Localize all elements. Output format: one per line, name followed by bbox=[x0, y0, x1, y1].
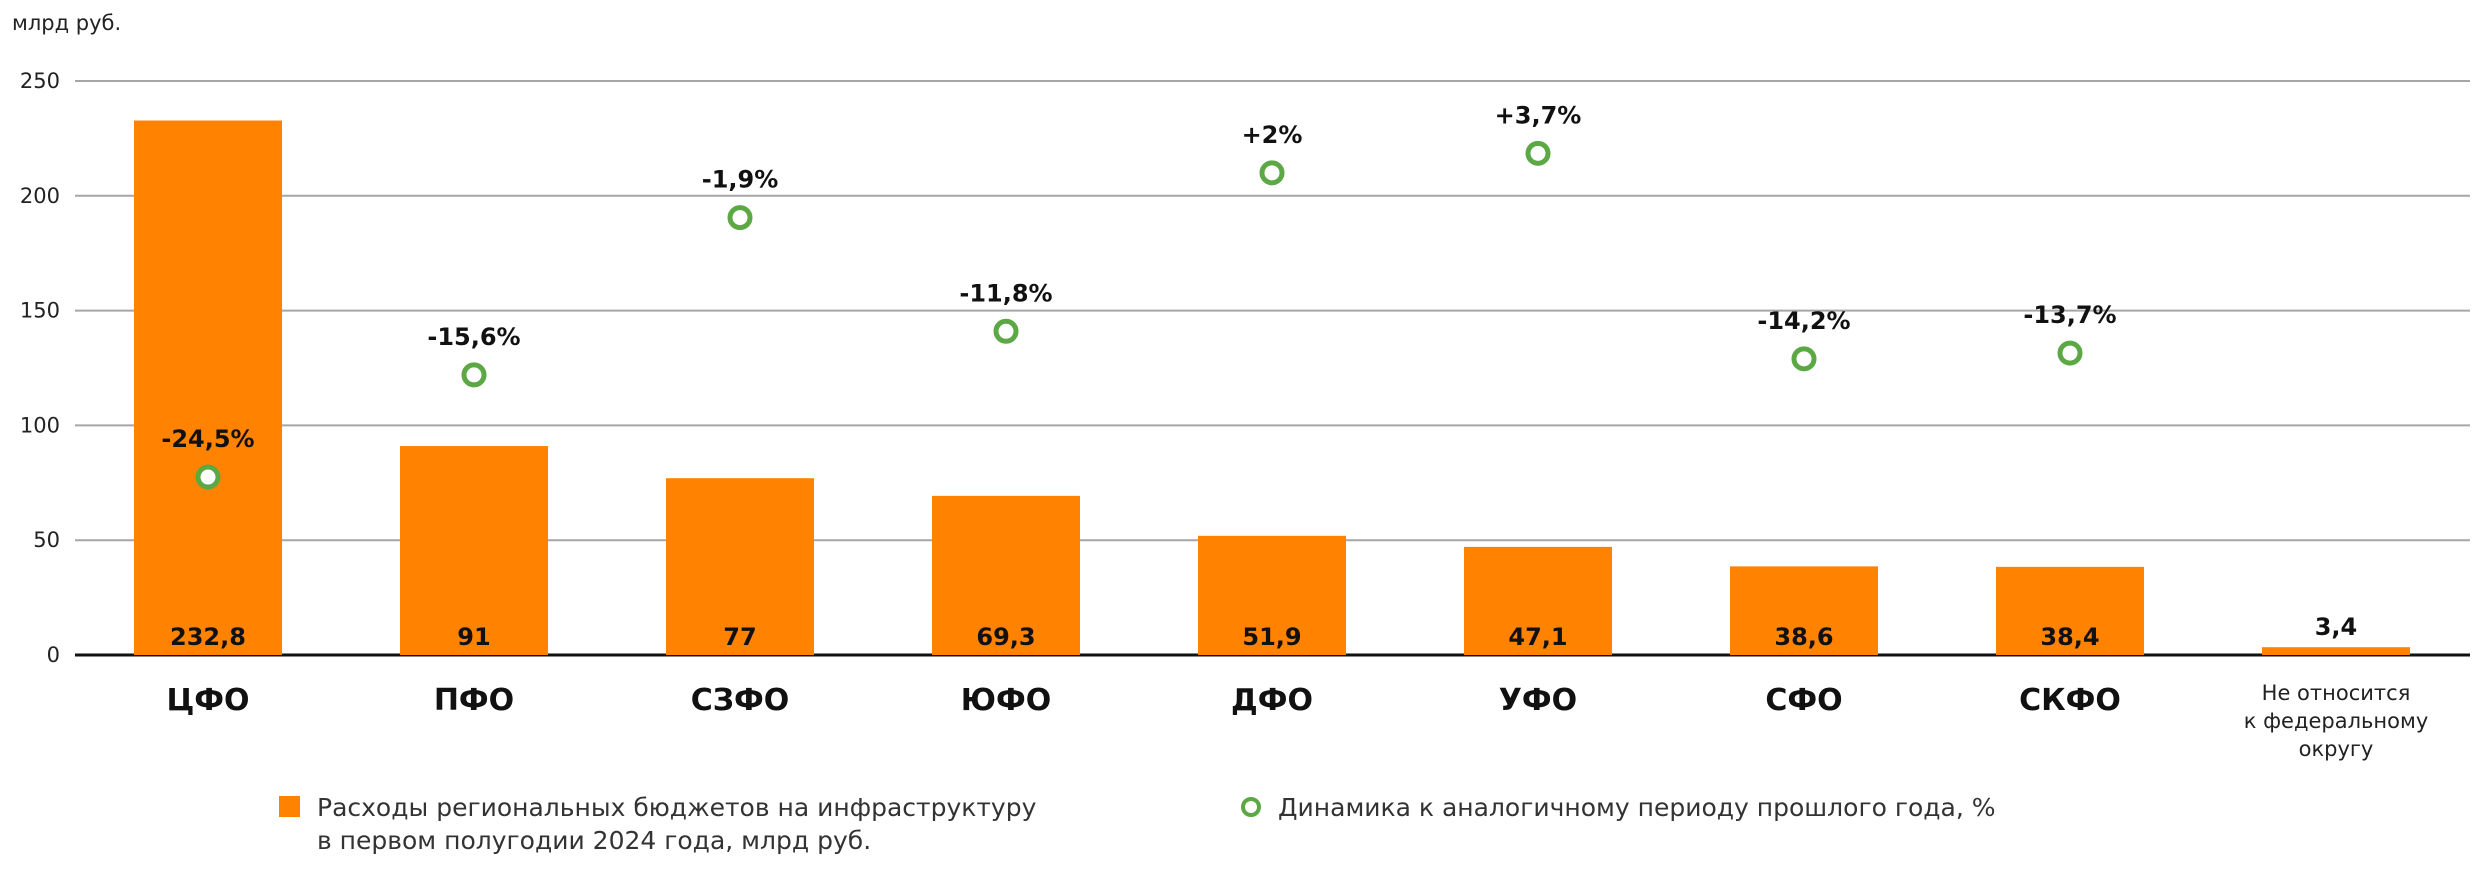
x-category-label: ЦФО bbox=[166, 683, 249, 718]
x-category-label: СФО bbox=[1765, 683, 1842, 718]
bar bbox=[1730, 566, 1878, 655]
y-tick-label: 150 bbox=[20, 299, 60, 323]
x-category-label: СКФО bbox=[2019, 683, 2121, 718]
bar bbox=[666, 478, 814, 655]
bar bbox=[134, 120, 282, 655]
dynamics-marker bbox=[1259, 160, 1285, 186]
bar bbox=[1996, 566, 2144, 655]
dynamics-marker bbox=[1791, 346, 1817, 372]
y-tick-label: 200 bbox=[20, 184, 60, 208]
x-category-label: ПФО bbox=[434, 683, 514, 718]
bar-value-label: 38,4 bbox=[2040, 623, 2099, 651]
legend-dynamics-label: Динамика к аналогичному периоду прошлого… bbox=[1278, 793, 1996, 822]
y-tick-label: 100 bbox=[20, 413, 60, 437]
dynamics-label: -1,9% bbox=[702, 166, 779, 194]
y-tick-label: 50 bbox=[33, 528, 60, 552]
dynamics-label: +3,7% bbox=[1495, 101, 1582, 129]
y-tick-label: 250 bbox=[20, 69, 60, 93]
legend-ring-marker-icon bbox=[1241, 797, 1261, 817]
x-category-label: УФО bbox=[1499, 683, 1577, 718]
legend: Расходы региональных бюджетов на инфраст… bbox=[279, 793, 1996, 855]
unit-label: млрд руб. bbox=[12, 11, 121, 35]
bar bbox=[2262, 647, 2410, 655]
bars: 232,8 91 77 69,3 51,9 47,1 38,6 38,4 3,4 bbox=[134, 120, 2410, 655]
bar bbox=[932, 495, 1080, 655]
dynamics-marker bbox=[2057, 340, 2083, 366]
bar-value-label: 3,4 bbox=[2315, 613, 2358, 641]
bar-value-label: 38,6 bbox=[1774, 623, 1833, 651]
category-labels: ЦФО ПФО СЗФО ЮФО ДФО УФО СФО СКФО Не относится к … bbox=[166, 681, 2428, 761]
x-category-label: ДФО bbox=[1231, 683, 1313, 718]
x-category-label: округу bbox=[2299, 737, 2374, 761]
dynamics-label: -11,8% bbox=[959, 279, 1052, 307]
dynamics-marker bbox=[195, 464, 221, 490]
bar-value-label: 77 bbox=[723, 623, 756, 651]
dynamics-marker bbox=[993, 318, 1019, 344]
x-category-label: к федеральному bbox=[2244, 709, 2429, 733]
dynamics-markers: -24,5% -15,6% -1,9% -11,8% +2% +3,7% -14,2% -13… bbox=[161, 101, 2117, 490]
legend-bar-label-line1: Расходы региональных бюджетов на инфраст… bbox=[317, 793, 1037, 822]
bar-value-label: 91 bbox=[457, 623, 490, 651]
legend-bar-label-line2: в первом полугодии 2024 года, млрд руб. bbox=[317, 826, 871, 855]
bar bbox=[1464, 546, 1612, 655]
bar bbox=[400, 446, 548, 655]
bar bbox=[1198, 535, 1346, 655]
dynamics-marker bbox=[1525, 140, 1551, 166]
bar-value-label: 47,1 bbox=[1508, 623, 1567, 651]
legend-bar-swatch bbox=[279, 796, 300, 817]
dynamics-marker bbox=[727, 205, 753, 231]
dynamics-marker bbox=[461, 362, 487, 388]
dynamics-label: -15,6% bbox=[427, 323, 520, 351]
x-category-label: Не относится bbox=[2262, 681, 2411, 705]
dynamics-label: -14,2% bbox=[1757, 307, 1850, 335]
bar-value-label: 51,9 bbox=[1242, 623, 1301, 651]
x-category-label: СЗФО bbox=[691, 683, 790, 718]
bar-value-label: 69,3 bbox=[976, 623, 1035, 651]
dynamics-label: -24,5% bbox=[161, 425, 254, 453]
dynamics-label: -13,7% bbox=[2023, 301, 2116, 329]
bar-value-label: 232,8 bbox=[170, 623, 246, 651]
dynamics-label: +2% bbox=[1242, 121, 1303, 149]
x-category-label: ЮФО bbox=[961, 683, 1051, 718]
y-tick-label: 0 bbox=[47, 643, 60, 667]
